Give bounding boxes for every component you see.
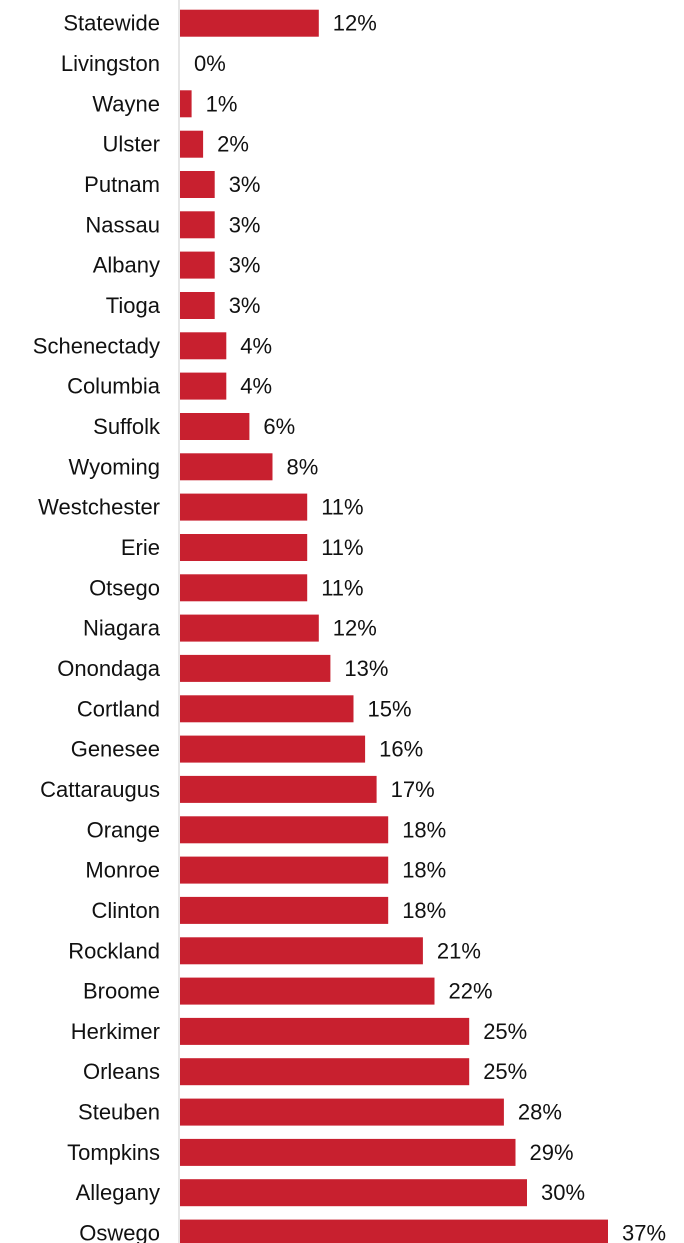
category-label-schenectady: Schenectady <box>33 333 160 358</box>
value-label-suffolk: 6% <box>263 414 295 439</box>
bar-oswego <box>180 1219 608 1243</box>
value-label-cortland: 15% <box>368 696 412 721</box>
value-label-tioga: 3% <box>229 293 261 318</box>
category-label-columbia: Columbia <box>67 374 161 399</box>
bar-rockland <box>180 937 423 965</box>
category-label-onondaga: Onondaga <box>57 656 161 681</box>
bar-schenectady <box>180 332 227 360</box>
category-label-otsego: Otsego <box>89 575 160 600</box>
category-label-ulster: Ulster <box>103 132 160 157</box>
value-label-wyoming: 8% <box>287 454 319 479</box>
category-label-herkimer: Herkimer <box>71 1019 160 1044</box>
bar-monroe <box>180 856 389 884</box>
value-label-monroe: 18% <box>402 858 446 883</box>
value-label-niagara: 12% <box>333 616 377 641</box>
category-label-genesee: Genesee <box>71 737 160 762</box>
category-label-orleans: Orleans <box>83 1059 160 1084</box>
bars-group <box>180 9 608 1243</box>
value-label-wayne: 1% <box>206 91 238 116</box>
bar-ulster <box>180 130 204 158</box>
category-label-putnam: Putnam <box>84 172 160 197</box>
value-label-putnam: 3% <box>229 172 261 197</box>
bar-putnam <box>180 171 215 198</box>
bar-herkimer <box>180 1017 470 1045</box>
category-label-statewide: Statewide <box>63 11 160 36</box>
category-label-tompkins: Tompkins <box>67 1140 160 1165</box>
category-label-niagara: Niagara <box>83 616 161 641</box>
bar-albany <box>180 251 215 279</box>
bar-orleans <box>180 1058 470 1086</box>
value-label-erie: 11% <box>321 535 363 560</box>
category-label-erie: Erie <box>121 535 160 560</box>
value-label-onondaga: 13% <box>344 656 388 681</box>
value-labels-group: 12%0%1%2%3%3%3%3%4%4%6%8%11%11%11%12%13%… <box>194 11 666 1243</box>
category-label-tioga: Tioga <box>106 293 161 318</box>
value-label-allegany: 30% <box>541 1180 585 1205</box>
category-label-westchester: Westchester <box>38 495 160 520</box>
bar-genesee <box>180 735 366 763</box>
category-label-wyoming: Wyoming <box>69 454 161 479</box>
value-label-otsego: 11% <box>321 575 363 600</box>
bar-allegany <box>180 1179 527 1207</box>
value-label-orange: 18% <box>402 817 446 842</box>
value-label-orleans: 25% <box>483 1059 527 1084</box>
bar-erie <box>180 534 308 561</box>
bar-steuben <box>180 1098 504 1126</box>
bar-otsego <box>180 574 308 602</box>
value-label-rockland: 21% <box>437 938 481 963</box>
value-label-cattaraugus: 17% <box>391 777 435 802</box>
bar-suffolk <box>180 413 250 440</box>
bar-wayne <box>180 90 192 118</box>
bar-tompkins <box>180 1138 516 1166</box>
bar-orange <box>180 816 389 844</box>
bar-columbia <box>180 372 227 400</box>
category-label-wayne: Wayne <box>92 91 160 116</box>
category-label-albany: Albany <box>93 253 160 278</box>
category-label-steuben: Steuben <box>78 1100 160 1125</box>
bar-westchester <box>180 493 308 521</box>
value-label-broome: 22% <box>449 979 493 1004</box>
bar-cortland <box>180 695 354 723</box>
category-label-monroe: Monroe <box>85 858 160 883</box>
bar-broome <box>180 977 435 1005</box>
category-label-broome: Broome <box>83 979 160 1004</box>
value-label-clinton: 18% <box>402 898 446 923</box>
bar-nassau <box>180 211 215 239</box>
value-label-nassau: 3% <box>229 212 261 237</box>
category-label-oswego: Oswego <box>79 1221 160 1243</box>
value-label-genesee: 16% <box>379 737 423 762</box>
category-label-allegany: Allegany <box>76 1180 160 1205</box>
bar-niagara <box>180 614 319 642</box>
value-label-tompkins: 29% <box>530 1140 574 1165</box>
value-label-schenectady: 4% <box>240 333 272 358</box>
bar-onondaga <box>180 654 331 682</box>
value-label-steuben: 28% <box>518 1100 562 1125</box>
category-label-cattaraugus: Cattaraugus <box>40 777 160 802</box>
value-label-oswego: 37% <box>622 1221 666 1243</box>
category-label-orange: Orange <box>87 817 160 842</box>
bar-clinton <box>180 896 389 924</box>
category-label-cortland: Cortland <box>77 696 160 721</box>
category-label-rockland: Rockland <box>68 938 160 963</box>
category-labels-group: Statewide Livingston Wayne Ulster Putnam Nass… <box>33 11 161 1243</box>
bar-wyoming <box>180 453 273 481</box>
value-label-albany: 3% <box>229 253 261 278</box>
bar-statewide <box>180 9 319 37</box>
category-label-suffolk: Suffolk <box>93 414 161 439</box>
bar-cattaraugus <box>180 775 377 803</box>
value-label-statewide: 12% <box>333 11 377 36</box>
value-label-columbia: 4% <box>240 374 272 399</box>
value-label-westchester: 11% <box>321 495 363 520</box>
category-label-nassau: Nassau <box>85 212 160 237</box>
value-label-herkimer: 25% <box>483 1019 527 1044</box>
category-label-clinton: Clinton <box>92 898 160 923</box>
value-label-ulster: 2% <box>217 132 249 157</box>
value-label-livingston: 0% <box>194 51 226 76</box>
bar-tioga <box>180 292 215 319</box>
category-label-livingston: Livingston <box>61 51 160 76</box>
